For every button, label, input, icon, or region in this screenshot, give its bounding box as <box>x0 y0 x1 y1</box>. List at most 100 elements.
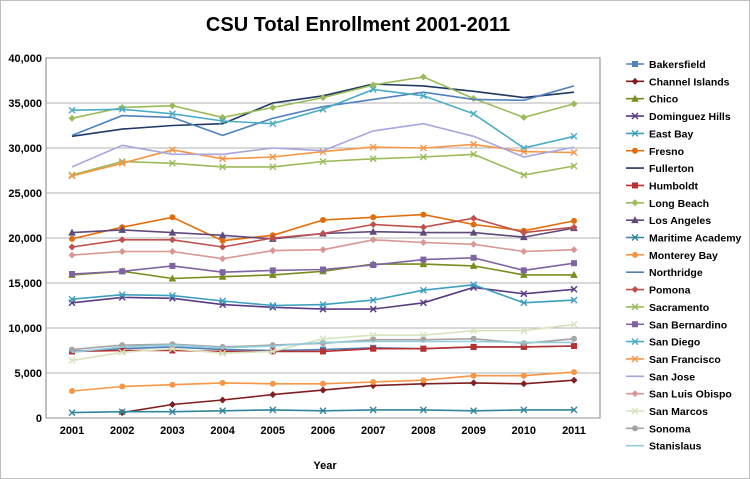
legend-swatch-marker <box>631 234 639 241</box>
data-point <box>219 255 227 263</box>
legend-swatch-marker <box>631 390 639 398</box>
legend-label: Stanislaus <box>649 441 702 453</box>
data-point <box>570 100 578 108</box>
data-point <box>571 369 577 376</box>
data-point <box>320 348 326 355</box>
series-san-luis-obispo <box>68 236 578 263</box>
legend-item: Bakersfield <box>626 59 706 71</box>
legend-swatch-marker <box>632 251 638 258</box>
data-point <box>370 379 377 385</box>
data-point <box>269 406 277 414</box>
data-point <box>420 256 427 263</box>
data-point <box>420 377 427 384</box>
data-point <box>520 270 528 278</box>
series-line <box>122 379 575 414</box>
data-point <box>319 246 327 254</box>
legend-item: San Bernardino <box>626 319 727 331</box>
data-point <box>570 320 578 328</box>
data-point <box>168 102 176 110</box>
data-point <box>269 247 277 255</box>
data-point <box>469 228 478 236</box>
data-point <box>169 214 176 221</box>
y-tick-label: 0 <box>36 413 42 425</box>
legend-label: Sacramento <box>649 302 709 314</box>
data-point <box>320 266 326 273</box>
data-point <box>218 272 227 280</box>
series-northridge <box>71 85 575 137</box>
data-point <box>168 110 176 118</box>
series-stanislaus <box>71 340 574 354</box>
legend-item: Sacramento <box>626 302 709 314</box>
x-tick-label: 2008 <box>411 425 435 437</box>
data-point <box>369 86 377 93</box>
data-point <box>571 260 577 267</box>
data-point <box>168 345 176 353</box>
data-point <box>269 163 277 171</box>
legend-swatch-marker <box>631 286 639 294</box>
data-point <box>219 155 227 163</box>
y-tick-label: 15,000 <box>8 278 42 290</box>
data-point <box>69 388 75 394</box>
data-point <box>319 105 327 113</box>
data-point <box>520 340 527 347</box>
legend-swatch-marker <box>632 182 638 189</box>
data-point <box>68 243 76 251</box>
legend-label: Los Angeles <box>649 215 711 227</box>
data-point <box>168 236 176 244</box>
legend-item: San Diego <box>626 337 700 349</box>
data-point <box>68 172 76 180</box>
series-san-jose <box>71 122 575 168</box>
data-point <box>369 81 377 89</box>
data-point <box>69 346 75 353</box>
x-tick-label: 2009 <box>461 425 485 437</box>
data-point <box>219 379 226 386</box>
data-point <box>68 106 76 114</box>
data-point <box>118 248 126 255</box>
data-point <box>319 301 327 309</box>
data-point <box>520 343 527 350</box>
data-point <box>169 341 176 348</box>
data-point <box>68 409 76 417</box>
y-tick-label: 20,000 <box>8 233 42 245</box>
data-point <box>419 92 427 100</box>
data-point <box>168 159 176 167</box>
data-point <box>520 148 528 156</box>
data-point <box>470 95 478 102</box>
data-point <box>320 380 326 387</box>
data-point <box>419 239 427 246</box>
data-point <box>68 114 76 122</box>
data-point <box>219 269 226 276</box>
data-point <box>419 228 428 236</box>
legend-label: Fresno <box>649 146 684 158</box>
series-east-bay <box>68 281 578 309</box>
x-axis-title: Year <box>313 460 337 472</box>
legend-label: Fullerton <box>649 163 694 175</box>
legend-label: Maritime Academy <box>649 233 742 245</box>
legend-label: San Jose <box>649 371 695 383</box>
data-point <box>369 143 377 151</box>
data-point <box>269 104 277 111</box>
legend-item: San Francisco <box>626 354 721 366</box>
data-point <box>370 345 377 352</box>
legend-swatch-marker <box>631 216 639 224</box>
data-point <box>269 347 277 355</box>
data-point <box>369 155 377 163</box>
data-point <box>571 343 577 349</box>
data-point <box>219 349 227 357</box>
data-point <box>520 248 528 255</box>
data-point <box>269 267 276 274</box>
legend-item: San Luis Obispo <box>626 389 732 401</box>
data-point <box>219 407 227 415</box>
data-point <box>520 233 528 241</box>
legend-label: Long Beach <box>649 198 709 210</box>
data-point <box>219 163 227 171</box>
x-tick-label: 2006 <box>311 425 335 437</box>
series-line <box>71 122 575 168</box>
legend-item: San Jose <box>626 371 695 383</box>
data-point <box>118 159 126 167</box>
data-point <box>218 231 227 239</box>
data-point <box>320 217 326 223</box>
legend-swatch-marker <box>631 199 639 207</box>
data-point <box>118 225 126 233</box>
data-point <box>269 380 276 387</box>
